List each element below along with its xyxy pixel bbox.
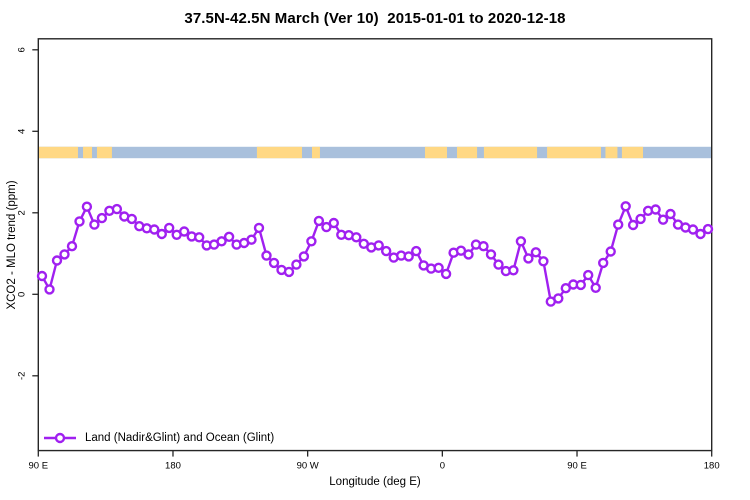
data-point — [613, 219, 624, 230]
data-point — [627, 219, 639, 231]
data-point — [216, 236, 227, 247]
land-segment — [83, 146, 93, 159]
data-point — [193, 232, 205, 243]
data-point — [261, 250, 272, 261]
legend-label: Land (Nadir&Glint) and Ocean (Glint) — [85, 431, 275, 444]
data-point — [687, 224, 699, 235]
x-tick-label: 180 — [704, 461, 720, 472]
legend-open-circle-icon — [54, 432, 66, 443]
chart-title: 37.5N-42.5N March (Ver 10) 2015-01-01 to… — [184, 10, 566, 27]
data-point — [246, 234, 257, 245]
data-point — [321, 221, 332, 233]
plot-border — [37, 38, 713, 452]
data-point — [523, 253, 534, 264]
x-tick-label: 180 — [165, 461, 181, 472]
data-point — [695, 228, 706, 240]
y-tick-label: 2 — [16, 210, 27, 215]
data-point — [583, 269, 594, 281]
data-point — [74, 216, 85, 227]
data-point — [111, 203, 123, 215]
data-point — [590, 282, 601, 293]
y-axis-title: XCO2 - MLO trend (ppm) — [6, 180, 18, 310]
legend-marker — [44, 432, 76, 443]
data-point — [298, 251, 310, 262]
data-point — [313, 215, 325, 227]
data-point — [657, 214, 669, 225]
data-point — [51, 255, 63, 266]
land-segment — [483, 146, 538, 159]
x-tick-label: 90 W — [297, 461, 319, 472]
data-point — [126, 213, 138, 225]
data-point — [96, 212, 108, 224]
y-tick-label: -2 — [16, 372, 27, 380]
data-point — [598, 257, 609, 269]
land-segment — [96, 146, 112, 159]
x-tick-label: 0 — [440, 461, 445, 472]
data-point — [530, 247, 542, 258]
data-point — [381, 245, 392, 257]
data-point — [553, 293, 564, 304]
data-point — [515, 236, 527, 247]
legend: Land (Nadir&Glint) and Ocean (Glint) — [43, 430, 274, 445]
data-point — [485, 249, 497, 260]
data-point — [66, 240, 78, 252]
data-point — [223, 231, 235, 243]
y-tick-label: 6 — [16, 47, 27, 52]
data-point — [433, 262, 444, 273]
data-point — [178, 226, 190, 237]
x-tick-label: 90 E — [567, 461, 587, 472]
data-point — [702, 223, 714, 235]
data-point — [403, 251, 414, 262]
data-point — [373, 240, 384, 251]
data-point — [463, 249, 474, 260]
data-point — [328, 217, 339, 229]
data-point — [605, 246, 616, 257]
ocean-band — [38, 146, 712, 159]
data-point — [635, 213, 646, 225]
data-point — [478, 240, 489, 252]
land-segment — [605, 146, 618, 159]
data-point — [538, 256, 549, 267]
data-point — [89, 219, 100, 230]
data-point — [650, 204, 661, 215]
data-point — [351, 232, 362, 243]
land-segment — [424, 146, 447, 159]
land-segment — [38, 146, 78, 159]
data-point — [665, 208, 676, 220]
data-point — [508, 265, 519, 276]
data-point — [163, 222, 175, 234]
data-point — [268, 257, 280, 269]
x-tick-label: 90 E — [29, 461, 49, 472]
data-point — [493, 259, 504, 270]
x-axis-title: Longitude (deg E) — [329, 476, 421, 488]
data-point — [149, 224, 160, 235]
land-segment — [256, 146, 302, 159]
land-segment — [457, 146, 478, 159]
data-point — [81, 201, 93, 212]
data-point — [440, 268, 452, 280]
data-point — [44, 284, 55, 295]
data-point — [253, 222, 265, 234]
data-point — [156, 228, 168, 240]
land-segment — [547, 146, 601, 159]
land-segment — [621, 146, 644, 159]
y-tick-label: 0 — [16, 292, 27, 297]
data-point — [575, 279, 586, 291]
land-segment — [311, 146, 320, 159]
y-tick-label: 4 — [16, 129, 27, 134]
data-point — [291, 259, 302, 270]
data-point — [620, 201, 631, 212]
data-point — [306, 236, 317, 247]
data-point — [59, 249, 70, 260]
data-point — [411, 245, 422, 257]
data-point — [283, 266, 295, 278]
data-point — [36, 270, 48, 282]
